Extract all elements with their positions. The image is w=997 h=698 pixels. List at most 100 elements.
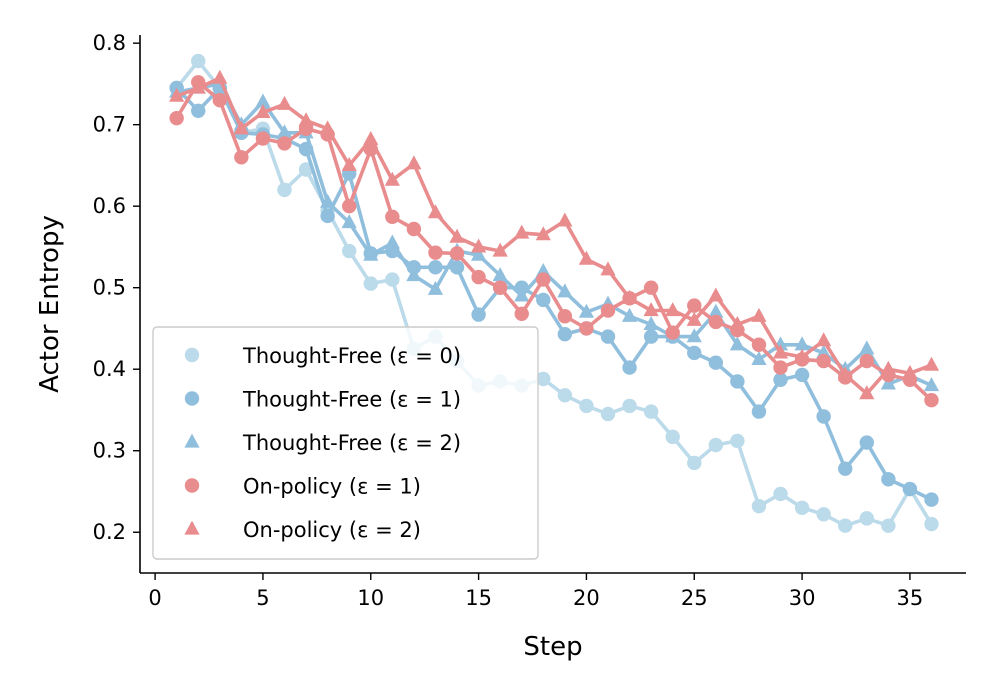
legend-item: On-policy (ε = 1) <box>184 475 421 499</box>
data-point <box>255 93 271 108</box>
data-point <box>578 250 595 265</box>
legend-item: Thought-Free (ε = 0) <box>184 344 461 368</box>
data-point <box>363 276 378 291</box>
data-point <box>708 287 724 302</box>
data-point <box>385 209 400 224</box>
x-tick-label: 20 <box>573 586 600 610</box>
data-point <box>406 221 422 237</box>
legend-item: Thought-Free (ε = 1) <box>184 388 461 412</box>
y-tick-label: 0.6 <box>93 194 126 218</box>
data-point <box>578 303 595 318</box>
data-point <box>492 280 508 295</box>
data-point <box>449 228 465 243</box>
data-point <box>212 93 227 108</box>
data-point <box>536 292 551 308</box>
x-tick-label: 0 <box>148 586 161 610</box>
data-point <box>449 246 465 261</box>
x-tick-label: 35 <box>897 586 924 610</box>
data-point <box>794 500 810 515</box>
data-point <box>363 130 379 145</box>
data-point <box>536 272 551 287</box>
legend-marker <box>184 520 200 535</box>
data-point <box>191 103 206 119</box>
legend-frame <box>152 326 539 560</box>
data-point <box>341 157 357 172</box>
data-point <box>773 360 788 375</box>
data-point <box>880 360 896 375</box>
data-point <box>600 303 616 318</box>
data-point <box>643 315 659 330</box>
data-point <box>514 224 530 239</box>
data-point <box>708 437 724 453</box>
legend-marker <box>184 347 200 363</box>
data-point <box>880 375 896 390</box>
data-point <box>923 377 940 392</box>
data-point <box>729 315 745 330</box>
data-point <box>729 336 745 351</box>
data-point <box>665 302 681 317</box>
y-tick-label: 0.2 <box>93 520 126 544</box>
data-point <box>665 429 680 445</box>
data-point <box>385 272 400 287</box>
data-point <box>838 461 853 476</box>
data-point <box>427 280 444 295</box>
data-point <box>621 307 638 322</box>
data-point <box>751 351 767 366</box>
data-point <box>923 356 940 371</box>
data-point <box>298 112 314 127</box>
legend-item: On-policy (ε = 2) <box>184 518 421 542</box>
x-tick-label: 10 <box>357 586 384 610</box>
y-tick-label: 0.4 <box>93 357 126 381</box>
data-point <box>708 355 724 370</box>
data-point <box>859 435 874 450</box>
data-point <box>277 136 292 151</box>
data-point <box>535 226 551 241</box>
data-point <box>255 104 271 119</box>
data-point <box>687 298 702 313</box>
data-point <box>902 481 918 497</box>
data-point <box>212 69 228 84</box>
data-point <box>191 53 206 69</box>
legend-item: Thought-Free (ε = 2) <box>184 431 461 455</box>
data-point <box>816 332 832 347</box>
data-point <box>320 208 335 224</box>
x-tick-label: 5 <box>256 586 269 610</box>
data-point <box>471 307 486 322</box>
legend-label: Thought-Free (ε = 0) <box>242 344 461 368</box>
data-point <box>881 472 896 487</box>
data-point <box>384 171 400 186</box>
data-point <box>708 314 724 330</box>
data-point <box>881 518 896 533</box>
data-point <box>557 388 573 403</box>
data-point <box>514 287 530 302</box>
data-point <box>341 198 357 214</box>
data-point <box>406 155 422 170</box>
data-point <box>169 87 185 102</box>
x-ticks: 0 5 10 15 20 25 30 35 <box>148 573 923 610</box>
y-ticks: 0.2 0.3 0.4 0.5 0.6 0.7 0.8 <box>93 31 140 544</box>
data-point <box>320 193 336 208</box>
data-point <box>859 385 875 400</box>
data-point <box>341 243 357 259</box>
data-point <box>794 367 810 383</box>
data-point <box>794 336 810 351</box>
data-point <box>859 340 875 355</box>
data-point <box>600 261 616 276</box>
data-point <box>341 214 357 229</box>
data-point <box>687 345 702 361</box>
data-point <box>471 269 486 285</box>
data-point <box>924 492 939 507</box>
data-point <box>773 372 788 388</box>
data-point <box>902 364 918 379</box>
data-point <box>859 511 874 526</box>
legend-marker <box>184 433 200 448</box>
data-point <box>470 246 487 261</box>
data-point <box>363 246 379 261</box>
data-point <box>924 392 939 408</box>
legend-label: Thought-Free (ε = 1) <box>242 388 461 412</box>
data-point <box>579 398 594 414</box>
y-tick-label: 0.7 <box>93 113 126 137</box>
data-point <box>643 302 659 317</box>
data-point <box>751 307 767 322</box>
data-point <box>536 371 551 387</box>
